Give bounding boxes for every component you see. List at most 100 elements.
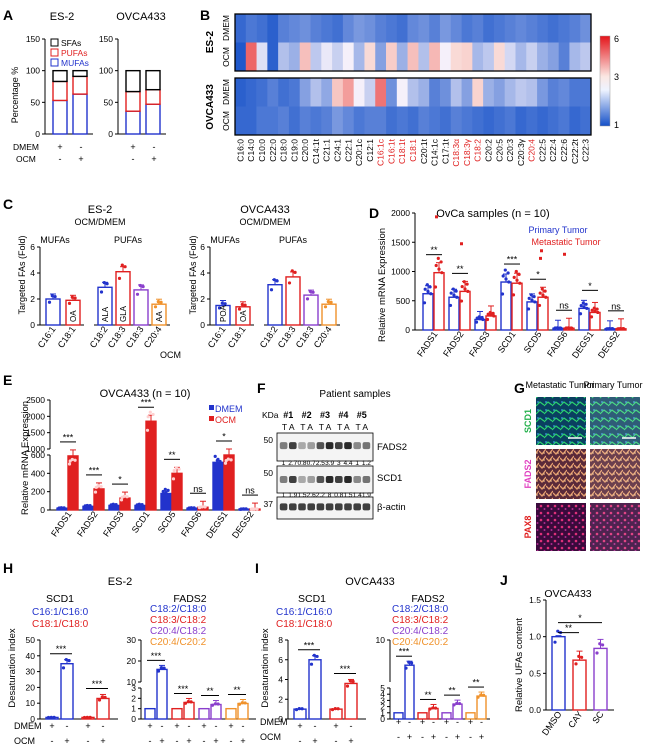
heatmap-cell	[429, 106, 441, 135]
panel-d: OvCa samples (n = 10) Relative mRNA Expr…	[377, 208, 627, 360]
panelH-yaxis-left-tick-label: 0	[30, 714, 35, 724]
panel-letter-g: G	[514, 380, 525, 396]
data-point	[240, 302, 244, 307]
data-point	[514, 269, 518, 274]
sign-ocm: -	[51, 736, 54, 746]
primary-tumor-bar	[500, 281, 512, 331]
panelI-yaxis-left-tick-label: 4	[278, 675, 283, 685]
fads2-quant: 2.7	[288, 460, 297, 467]
heatmap-column-label: C17:1t	[440, 138, 450, 164]
panel-c-tick-label: C18:2	[258, 324, 280, 349]
panelH-tick-label: 3	[131, 683, 136, 693]
panel-d-tick-label: DEGS2	[596, 329, 622, 360]
primary-tumor-bar	[448, 296, 460, 331]
panel-h-legend: C18:3/C18:2	[150, 615, 207, 626]
sign-dmem: -	[161, 721, 164, 731]
data-point	[608, 327, 612, 331]
panel-i-row-ocm: OCM	[260, 732, 281, 742]
panel-c-tick-label: C18:2	[88, 324, 110, 349]
heatmap-column-label: C18:1t	[397, 138, 407, 164]
data-point	[171, 477, 176, 481]
data-point	[223, 302, 227, 306]
panel-g: Metastatic Tumor Primary Tumor SCD1 FADS…	[523, 380, 643, 551]
panelI-significance-label: **	[472, 678, 480, 688]
sign-ocm: +	[455, 732, 460, 742]
heatmap-cell	[450, 42, 462, 71]
panel-i-legend: C18:3/C18:2	[392, 615, 449, 626]
panelI-tick-label: 4	[380, 689, 385, 699]
panel-e-tick-label: 200	[31, 487, 45, 497]
data-point	[574, 662, 578, 666]
data-point	[97, 698, 102, 702]
data-point	[177, 467, 181, 471]
panelI-yaxis-left-tick-label: 0	[278, 714, 283, 724]
data-point	[501, 274, 505, 278]
data-point	[578, 312, 583, 316]
heatmap-column-label: C18:2	[473, 139, 483, 162]
panel-e-tick-label: FADS2	[75, 509, 100, 538]
sign-ocm: +	[479, 732, 484, 742]
data-point	[105, 282, 109, 286]
sign-ocm: -	[299, 736, 302, 746]
panelH-yaxis-left-tick-label: 30	[26, 667, 36, 677]
heatmap-column-label: C20:2	[484, 139, 494, 162]
blot-band	[279, 442, 288, 450]
fads2-quant: 1.2	[362, 460, 371, 467]
data-point	[428, 707, 432, 711]
heatmap-column-label: C14:1c	[430, 138, 440, 166]
heatmap-column-label: C22:3	[581, 139, 591, 162]
panel-c: ES-2 OCM/DMEM OVCA433 OCM/DMEM MUFAs PUF…	[17, 204, 340, 360]
panel-e-legend-dmem: DMEM	[215, 404, 243, 414]
data-point	[46, 715, 51, 720]
panel-h-legend: C16:1/C16:0	[32, 607, 89, 618]
heatmap-cell	[396, 42, 408, 71]
panel-e-significance-label: ns	[193, 484, 203, 494]
panel-i-sub-fads2: FADS2	[411, 593, 444, 605]
panel-j: OVCA433 Relative UFAs content 0.0 0.5 1.0 1…	[514, 588, 614, 737]
panel-i-sub-scd1: SCD1	[298, 593, 326, 605]
sign-dmem: -	[66, 721, 69, 731]
data-point	[237, 702, 242, 706]
heatmap-cell	[439, 78, 452, 107]
metastatic-label: Metastatic Tumor	[525, 380, 594, 390]
panel-i-legend: C18:1/C18:0	[276, 619, 333, 630]
heatmap-cell	[364, 78, 376, 107]
heatmap-cell	[235, 14, 247, 43]
data-point	[529, 293, 533, 297]
data-point	[482, 693, 486, 697]
heatmap-cell	[580, 14, 592, 43]
colorbar-tick: 3	[614, 72, 619, 82]
actin-blot	[276, 496, 374, 520]
heatmap-cell	[483, 106, 495, 135]
data-point	[348, 679, 352, 683]
data-point	[187, 506, 191, 510]
panel-i-legend: C20:4/C18:2	[392, 626, 449, 637]
panel-a-row-dmem: DMEM	[13, 142, 39, 152]
sign-dmem: +	[85, 721, 90, 731]
data-point	[93, 490, 98, 494]
data-point	[458, 701, 462, 706]
data-point	[61, 666, 66, 670]
heatmap-column-label: C20:3	[505, 139, 515, 162]
heatmap-cell	[450, 106, 462, 135]
data-point	[145, 428, 150, 432]
heatmap-cell	[418, 106, 430, 135]
panelH-yaxis-left-tick-label: 40	[26, 651, 36, 661]
panel-d-legend-metastatic: Metastatic Tumor	[531, 237, 600, 247]
sign-ocm: +	[186, 736, 191, 746]
sign-ocm: -	[335, 736, 338, 746]
data-point	[515, 278, 519, 282]
data-point	[218, 459, 222, 464]
panel-e-tick-label: 1500	[26, 428, 45, 438]
data-point	[423, 287, 427, 291]
data-point	[186, 700, 190, 704]
panel-c-tick-label: C18:3	[294, 324, 316, 349]
data-point	[527, 296, 531, 301]
panel-a-yaxis-ovca433-tick-label: 50	[104, 97, 114, 107]
data-point	[190, 506, 194, 510]
panel-c-ylabel: Targeted FAs (Fold)	[17, 235, 27, 314]
data-point	[434, 706, 438, 710]
panel-c-tick-label: C18:3	[276, 324, 298, 349]
heatmap-cell	[569, 14, 581, 43]
heatmap-column-label: C22:6	[559, 139, 569, 162]
